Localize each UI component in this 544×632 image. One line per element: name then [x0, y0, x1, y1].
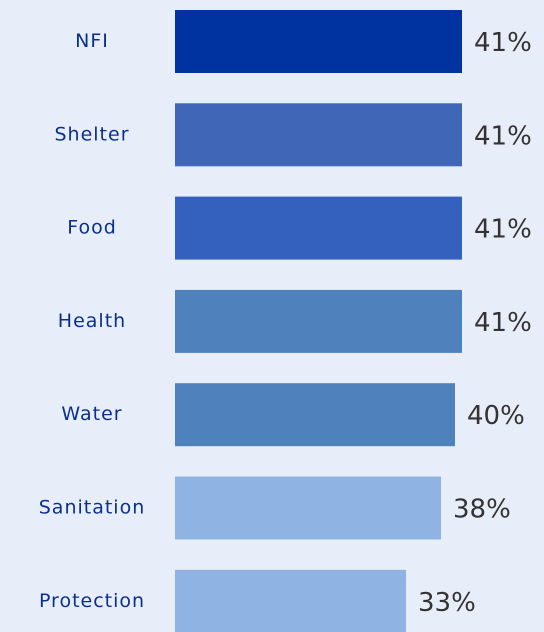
bar	[175, 289, 462, 353]
category-label: NFI	[75, 30, 109, 52]
value-label: 41%	[474, 28, 532, 58]
value-label: 41%	[474, 308, 532, 338]
value-label: 40%	[467, 401, 525, 431]
bar	[175, 383, 455, 447]
value-label: 33%	[418, 588, 476, 618]
category-label: Sanitation	[39, 497, 146, 519]
bar	[175, 103, 462, 167]
category-label: Health	[58, 310, 126, 332]
category-label: Shelter	[54, 123, 129, 145]
category-label: Water	[61, 403, 122, 425]
bar	[175, 10, 462, 73]
bar	[175, 196, 462, 260]
bar	[175, 476, 441, 540]
category-label: Protection	[39, 590, 145, 612]
value-label: 38%	[453, 495, 511, 525]
value-label: 41%	[474, 215, 532, 245]
value-label: 41%	[474, 121, 532, 151]
category-label: Food	[67, 217, 117, 239]
bar	[175, 569, 406, 632]
